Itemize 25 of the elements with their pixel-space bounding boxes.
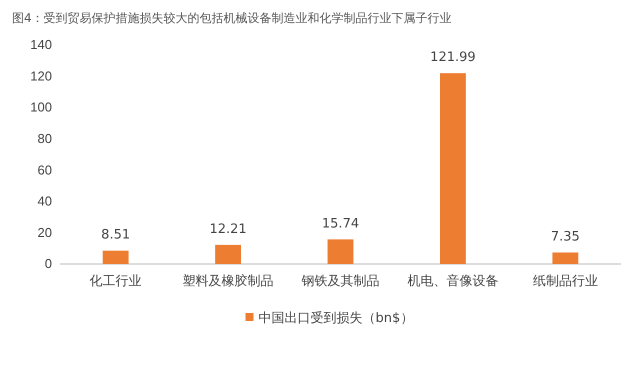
legend-label: 中国出口受到损失（bn$）	[258, 311, 414, 326]
bar	[328, 239, 354, 264]
bar	[440, 73, 466, 264]
x-tick-label: 化工行业	[90, 273, 142, 288]
data-label: 12.21	[209, 222, 247, 237]
bar	[552, 252, 578, 264]
y-tick-label: 80	[38, 131, 52, 146]
x-tick-label: 钢铁及其制品	[300, 273, 380, 288]
y-tick-label: 140	[30, 37, 52, 52]
x-tick-label: 机电、音像设备	[407, 273, 498, 288]
data-label: 7.35	[550, 230, 580, 245]
chart-title: 图4：受到贸易保护措施损失较大的包括机械设备制造业和化学制品行业下属子行业	[12, 11, 452, 25]
data-label: 15.74	[322, 216, 360, 232]
x-tick-label: 纸制品行业	[532, 273, 598, 288]
x-tick-label: 塑料及橡胶制品	[182, 273, 274, 288]
bar	[215, 244, 242, 264]
y-tick-label: 0	[44, 256, 52, 272]
y-tick-label: 100	[30, 100, 52, 115]
data-label: 8.51	[101, 228, 130, 243]
y-tick-label: 60	[38, 162, 52, 178]
y-tick-label: 20	[38, 224, 52, 240]
bar	[102, 250, 129, 264]
y-tick-label: 40	[38, 194, 52, 209]
data-label: 121.99	[430, 50, 476, 66]
y-tick-label: 120	[30, 68, 52, 84]
